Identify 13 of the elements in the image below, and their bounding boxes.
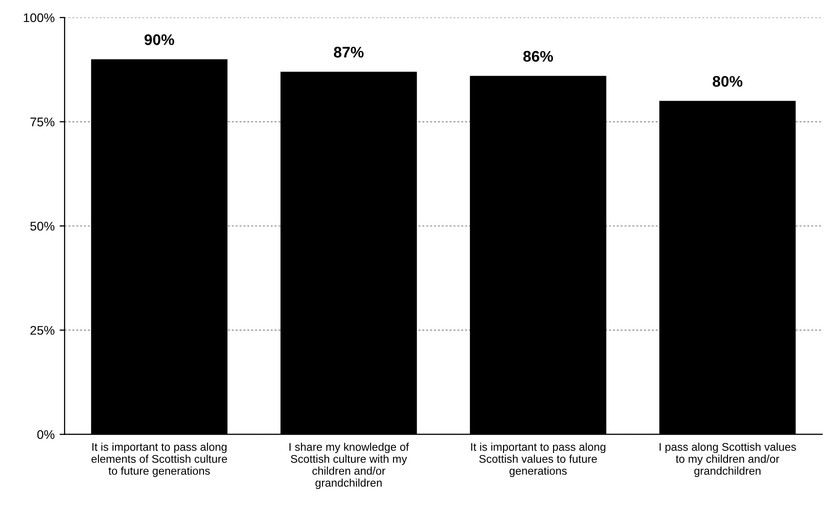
y-tick-label: 25% bbox=[30, 326, 54, 335]
x-tick-label: It is important to pass along elements of Scottish culture to future generations bbox=[92, 442, 228, 477]
data-label: 86% bbox=[523, 50, 553, 62]
x-tick-label: It is important to pass along Scottish values to future generations bbox=[471, 442, 606, 477]
data-label: 90% bbox=[144, 34, 174, 46]
data-label: 80% bbox=[712, 76, 742, 87]
x-tick-label: I share my knowledge of Scottish culture with my children and/or grandchildren bbox=[290, 442, 409, 489]
y-tick-label: 0% bbox=[37, 430, 54, 440]
x-tick-label: I pass along Scottish values to my children and/or grandchildren bbox=[660, 442, 796, 477]
y-tick-label: 50% bbox=[30, 222, 54, 231]
data-label: 87% bbox=[334, 46, 364, 58]
y-tick-label: 100% bbox=[24, 13, 54, 22]
y-tick-label: 75% bbox=[30, 118, 54, 126]
